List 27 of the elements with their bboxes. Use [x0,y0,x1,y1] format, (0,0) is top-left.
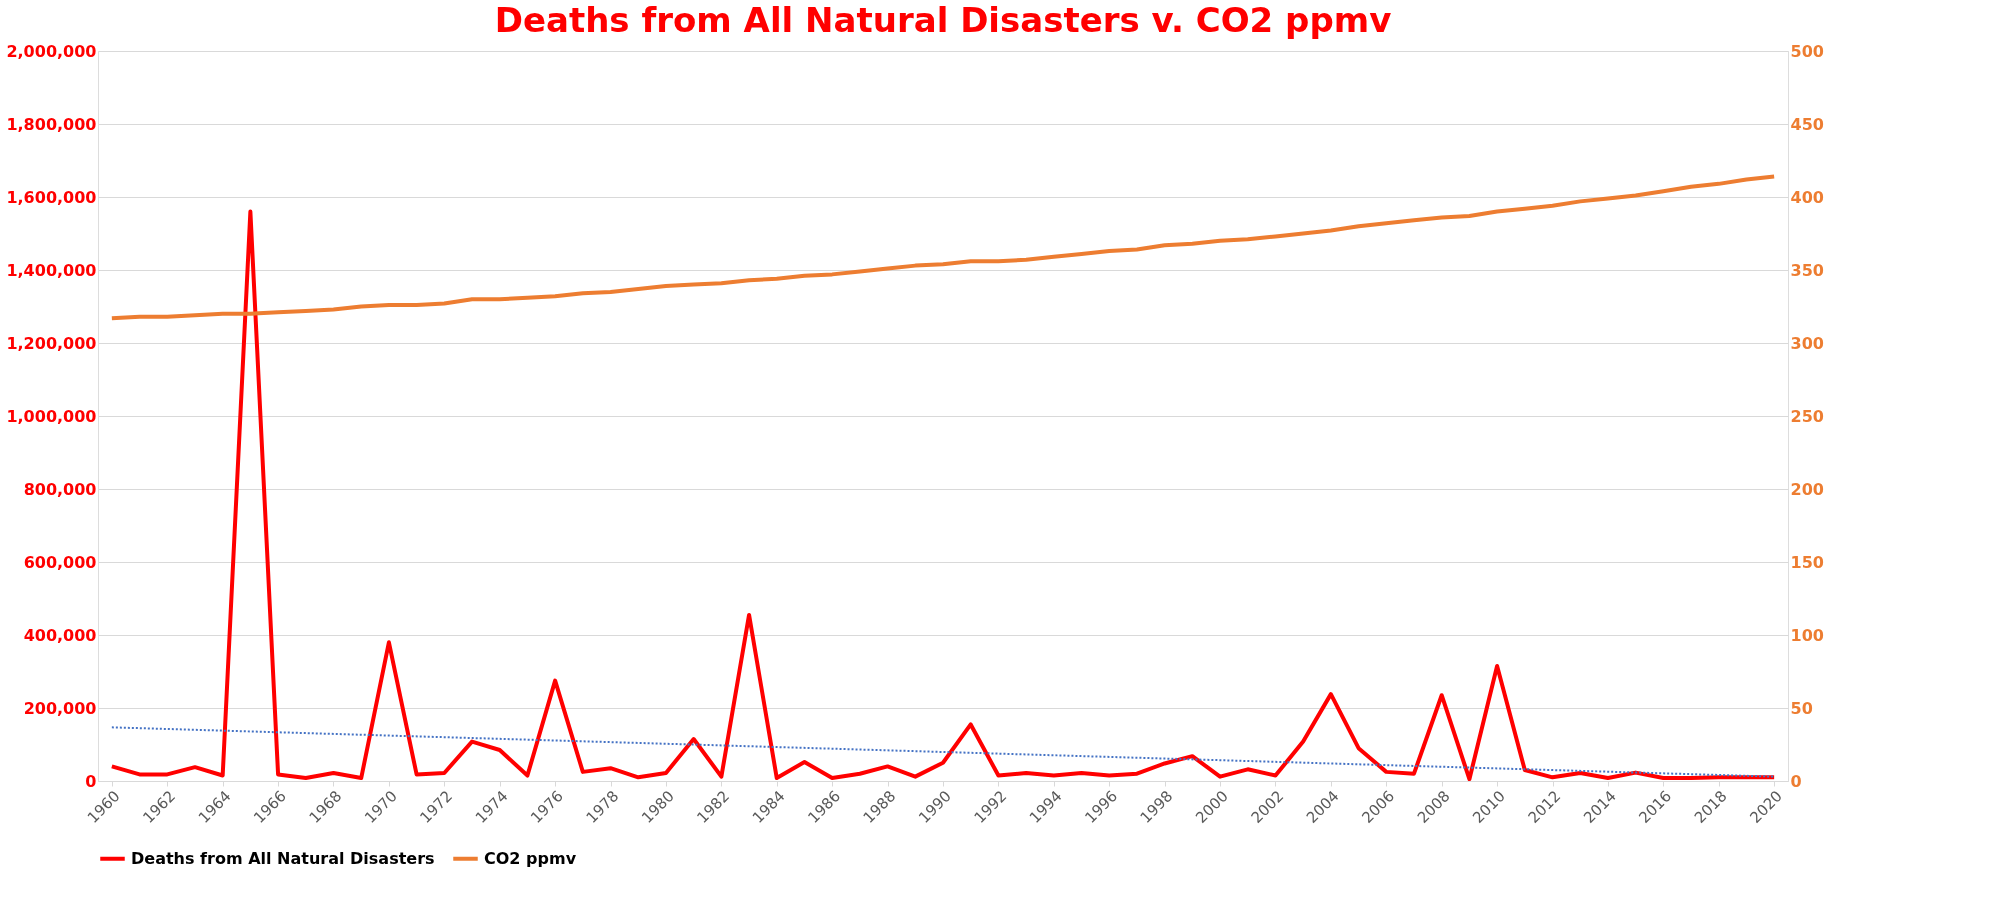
y-tick-label: 1,200,000 [6,333,97,353]
y-tick-label: 2,000,000 [6,41,97,61]
y-tick-label: 800,000 [23,479,97,499]
y-tick-label: 1,000,000 [6,406,97,426]
y-tick-label: 1,600,000 [6,187,97,207]
y2-tick-label: 0 [1790,771,1802,791]
y2-tick-label: 250 [1790,406,1824,426]
y-tick-label: 600,000 [23,552,97,572]
y2-tick-label: 400 [1790,187,1824,207]
line-series [109,174,1777,321]
y2-tick-label: 500 [1790,41,1824,61]
y-tick-label: 1,400,000 [6,260,97,280]
y-tick-label: 0 [85,771,97,791]
y2-tick-label: 200 [1790,479,1824,499]
y2-tick-label: 50 [1790,698,1813,718]
y-tick-label: 200,000 [23,698,97,718]
y-tick-label: 400,000 [23,625,97,645]
legend-label: CO2 ppmv [484,848,577,868]
chart-title: Deaths from All Natural Disasters v. CO2 ppmv [494,0,1392,40]
line-series [109,209,1777,781]
legend-label: Deaths from All Natural Disasters [131,848,435,868]
y2-tick-label: 450 [1790,114,1824,134]
y2-tick-label: 350 [1790,260,1824,280]
y2-tick-label: 100 [1790,625,1824,645]
y2-tick-label: 150 [1790,552,1824,572]
y-tick-label: 1,800,000 [6,114,97,134]
y2-tick-label: 300 [1790,333,1824,353]
